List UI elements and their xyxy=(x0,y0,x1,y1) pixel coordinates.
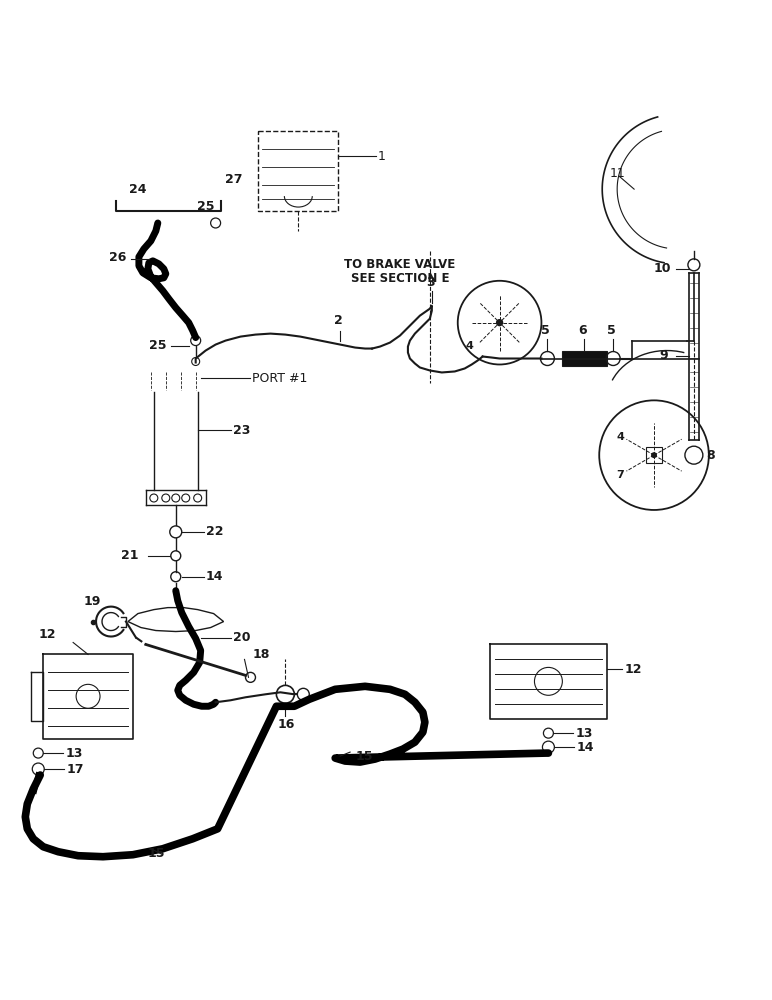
Text: 27: 27 xyxy=(225,173,242,186)
Text: 17: 17 xyxy=(66,763,83,776)
Text: TO BRAKE VALVE: TO BRAKE VALVE xyxy=(344,258,455,271)
Polygon shape xyxy=(562,351,608,366)
Text: 3: 3 xyxy=(426,276,435,289)
Text: 7: 7 xyxy=(616,470,624,480)
Text: 26: 26 xyxy=(109,251,127,264)
Text: 16: 16 xyxy=(277,718,295,731)
Text: SEE SECTION E: SEE SECTION E xyxy=(350,272,449,285)
Text: 4: 4 xyxy=(466,341,473,351)
Text: 14: 14 xyxy=(205,570,223,583)
Text: 5: 5 xyxy=(541,324,550,337)
Text: 25: 25 xyxy=(197,200,214,213)
Text: 15: 15 xyxy=(148,847,165,860)
Text: 8: 8 xyxy=(706,449,714,462)
Text: 24: 24 xyxy=(129,183,147,196)
Circle shape xyxy=(651,452,657,458)
Text: 18: 18 xyxy=(252,648,270,661)
Text: 13: 13 xyxy=(575,727,593,740)
Text: 1: 1 xyxy=(378,150,386,163)
Text: 19: 19 xyxy=(83,595,100,608)
Text: 2: 2 xyxy=(334,314,343,327)
Text: 25: 25 xyxy=(149,339,166,352)
Text: 9: 9 xyxy=(659,349,668,362)
Text: 4: 4 xyxy=(616,432,624,442)
Text: 23: 23 xyxy=(232,424,250,437)
Text: 12: 12 xyxy=(624,663,642,676)
Text: 10: 10 xyxy=(654,262,672,275)
Text: PORT #1: PORT #1 xyxy=(252,372,308,385)
Text: 22: 22 xyxy=(205,525,223,538)
Text: 13: 13 xyxy=(65,747,83,760)
Text: 6: 6 xyxy=(578,324,587,337)
Circle shape xyxy=(496,320,503,326)
Text: 11: 11 xyxy=(609,167,625,180)
Text: 21: 21 xyxy=(121,549,138,562)
Text: 20: 20 xyxy=(232,631,250,644)
Text: 15: 15 xyxy=(355,750,373,763)
Text: 5: 5 xyxy=(608,324,616,337)
Text: 14: 14 xyxy=(577,741,594,754)
Text: 12: 12 xyxy=(39,628,56,641)
